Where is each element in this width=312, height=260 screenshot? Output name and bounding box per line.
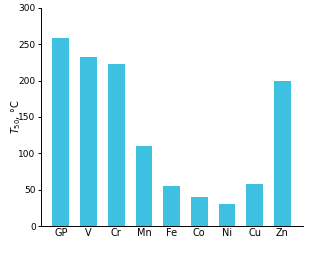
Y-axis label: $T_{50}$, °C: $T_{50}$, °C [9,100,22,134]
Bar [191,197,207,226]
Bar [52,38,69,226]
Bar [108,64,124,226]
Bar [246,184,263,226]
Bar [163,186,180,226]
Bar [219,204,235,226]
Bar [80,57,97,226]
Bar [274,81,291,226]
Bar [136,146,152,226]
